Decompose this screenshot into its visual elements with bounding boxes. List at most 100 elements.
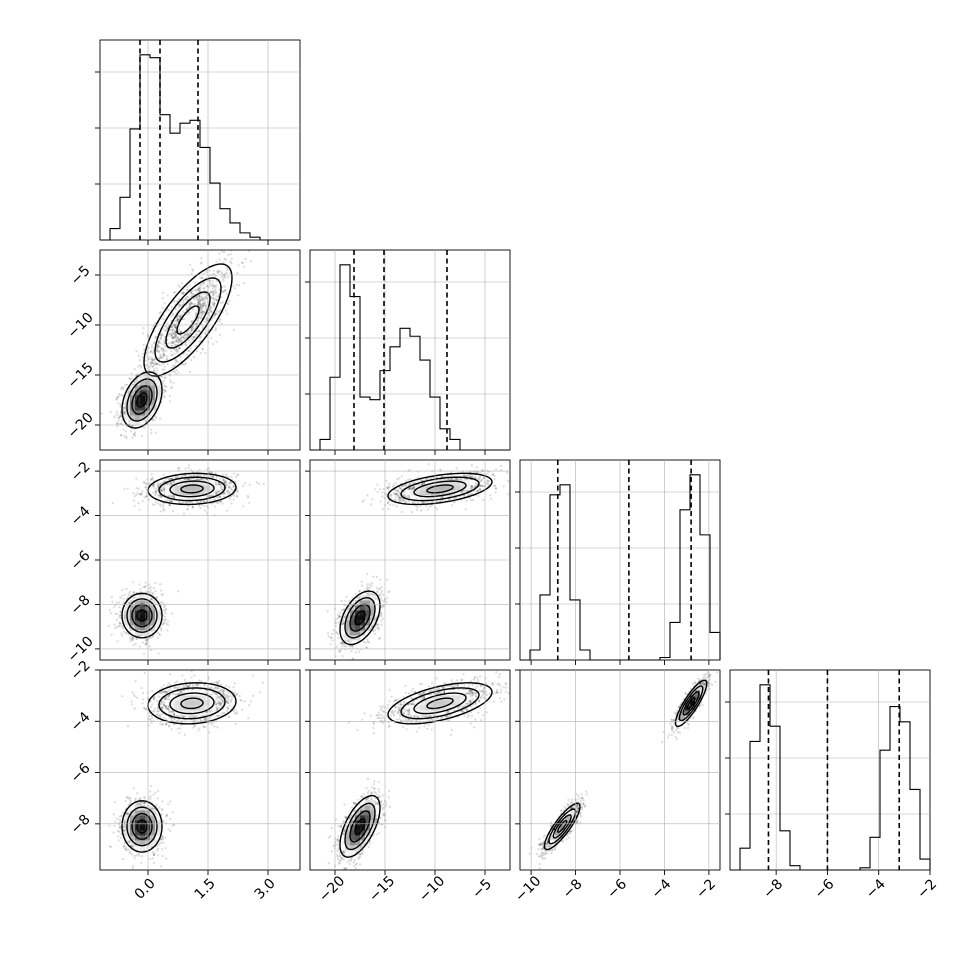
scatter-point: [224, 289, 227, 292]
scatter-point: [154, 336, 158, 339]
scatter-point: [155, 367, 158, 370]
scatter-point: [121, 634, 124, 637]
scatter-point: [173, 320, 176, 323]
scatter-point: [176, 337, 179, 340]
scatter-point: [210, 319, 213, 322]
scatter-point: [153, 359, 156, 362]
scatter-point: [233, 287, 236, 290]
scatter-point: [192, 303, 196, 306]
scatter-point: [159, 342, 162, 345]
scatter-point: [177, 341, 180, 344]
scatter-point: [203, 297, 206, 300]
scatter-panel-2-0: −10−8−6−4−2: [65, 459, 301, 666]
scatter-point: [199, 262, 202, 265]
scatter-point: [180, 339, 183, 342]
scatter-point: [171, 480, 174, 484]
scatter-point: [130, 635, 133, 638]
panel-content: [107, 464, 265, 655]
scatter-point: [197, 290, 201, 293]
scatter-point: [193, 302, 197, 305]
scatter-point: [200, 298, 204, 301]
scatter-point: [200, 311, 203, 314]
scatter-point: [197, 329, 201, 332]
scatter-point: [262, 482, 265, 485]
scatter-point: [185, 341, 188, 344]
scatter-point: [177, 318, 180, 321]
scatter-point: [246, 494, 249, 497]
scatter-point: [133, 431, 136, 434]
scatter-point: [192, 335, 196, 338]
scatter-point: [163, 384, 166, 387]
scatter-point: [168, 504, 171, 507]
scatter-point: [170, 478, 173, 481]
scatter-point: [166, 623, 170, 627]
scatter-point: [121, 419, 124, 422]
scatter-point: [118, 415, 121, 418]
scatter-point: [178, 347, 181, 350]
scatter-point: [182, 334, 185, 337]
scatter-point: [208, 269, 211, 272]
scatter-point: [197, 302, 200, 305]
scatter-point: [220, 322, 223, 325]
scatter-point: [132, 637, 135, 640]
scatter-point: [166, 294, 169, 297]
scatter-point: [170, 482, 173, 485]
scatter-point: [157, 340, 160, 343]
scatter-point: [197, 303, 201, 306]
scatter-point: [230, 262, 233, 265]
scatter-point: [195, 344, 198, 348]
scatter-point: [179, 304, 182, 307]
scatter-point: [172, 495, 175, 499]
scatter-point: [230, 488, 233, 491]
scatter-point: [181, 336, 184, 339]
density-cell: [195, 495, 201, 501]
scatter-point: [208, 494, 211, 498]
scatter-point: [163, 388, 166, 391]
scatter-point: [204, 321, 207, 324]
scatter-point: [149, 589, 152, 592]
scatter-point: [221, 250, 224, 253]
scatter-point: [161, 593, 164, 596]
scatter-point: [161, 506, 164, 509]
scatter-point: [216, 270, 219, 273]
scatter-point: [167, 342, 170, 345]
scatter-point: [195, 333, 198, 336]
scatter-point: [204, 300, 207, 303]
scatter-point: [228, 497, 231, 501]
scatter-point: [110, 596, 114, 599]
scatter-point: [198, 501, 201, 504]
scatter-point: [212, 475, 215, 478]
scatter-point: [163, 365, 166, 368]
scatter-point: [158, 345, 161, 348]
scatter-point: [156, 346, 159, 349]
scatter-point: [187, 333, 190, 337]
scatter-point: [149, 586, 152, 589]
scatter-point: [187, 329, 190, 333]
scatter-point: [176, 318, 179, 321]
contour: [131, 603, 153, 628]
scatter-point: [202, 504, 205, 508]
scatter-point: [204, 351, 207, 354]
scatter-point: [130, 372, 133, 375]
scatter-point: [218, 258, 221, 261]
scatter-point: [140, 492, 143, 495]
scatter-point: [142, 343, 145, 347]
density-cell: [200, 495, 206, 501]
density-cell: [140, 600, 146, 606]
scatter-point: [174, 308, 177, 311]
scatter-point: [175, 343, 178, 346]
scatter-point: [150, 358, 153, 362]
scatter-point: [219, 333, 222, 336]
scatter-point: [161, 297, 164, 300]
scatter-point: [168, 503, 171, 506]
scatter-point: [236, 495, 239, 498]
density-cell: [140, 405, 146, 411]
y-tick-label: −4: [68, 503, 94, 529]
scatter-point: [366, 592, 369, 595]
scatter-point: [142, 326, 145, 330]
scatter-point: [175, 339, 178, 342]
density-cell: [150, 615, 156, 621]
scatter-point: [198, 287, 201, 290]
scatter-point: [174, 359, 177, 362]
density-cell: [135, 415, 141, 421]
